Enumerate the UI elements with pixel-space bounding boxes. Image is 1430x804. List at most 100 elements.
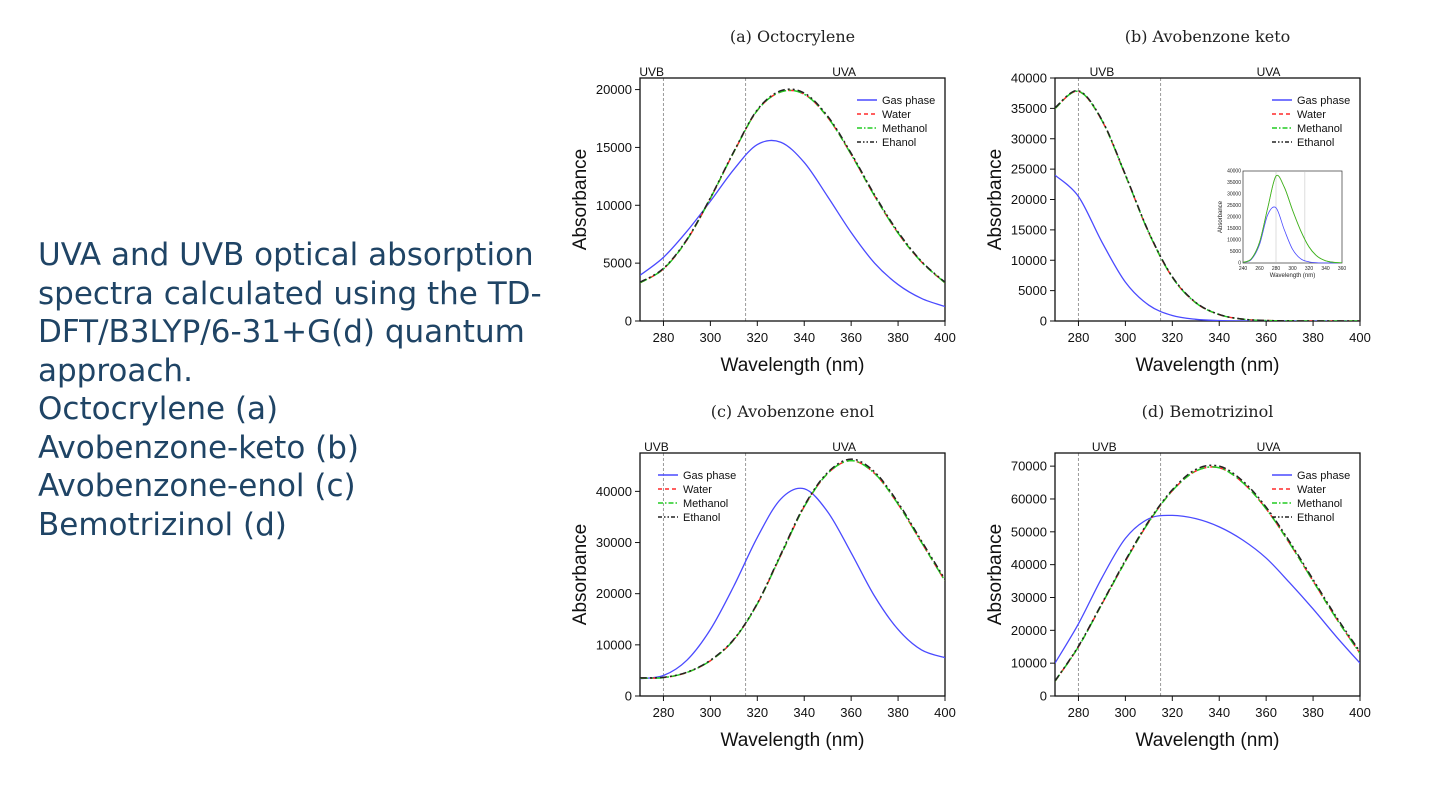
chart-panel-bemotrizinol: (d) Bemotrizinol UVB UVA 280 300 320 340 360 380… [980,395,1400,775]
inset-y-tick-label: 40000 [1227,169,1241,175]
legend-label: Gas phase [683,470,736,482]
chart-svg: (b) Avobenzone keto UVB UVA 280 300 320 340 360… [985,27,1371,376]
inset-x-axis-label: Wavelength (nm) [1270,273,1315,279]
series-line-methanol [1055,90,1360,321]
chart-svg: (a) Octocrylene UVB UVA 280 300 320 340 360 380 4… [570,27,956,376]
inset-series-line [1242,174,1343,264]
y-tick-label: 0 [1040,689,1047,704]
inset-y-tick-label: 0 [1238,261,1241,267]
x-tick-label: 340 [793,705,815,720]
x-tick-label: 360 [1255,705,1277,720]
y-tick-label: 0 [1040,314,1047,329]
caption-line: Avobenzone-keto (b) [38,429,360,466]
inset-series-line [1242,206,1343,264]
series-line-methanol [640,89,945,284]
chart-panel-avobenzone-enol: (c) Avobenzone enol UVB UVA 280 300 320 340 360… [565,395,985,775]
x-tick-label: 360 [1255,330,1277,345]
y-axis-label: Absorbance [570,149,591,250]
x-tick-label: 360 [840,330,862,345]
legend-label: Ethanol [1297,137,1334,149]
y-tick-label: 25000 [1011,162,1047,177]
band-label: UVA [1257,440,1281,454]
caption-line: Octocrylene (a) [38,391,279,427]
y-tick-label: 40000 [596,484,632,499]
caption-line: approach. [38,352,193,389]
x-axis-label: Wavelength (nm) [721,355,865,376]
x-tick-label: 320 [1161,330,1183,345]
x-axis-label: Wavelength (nm) [1136,355,1280,376]
y-tick-label: 10000 [596,198,632,213]
x-tick-label: 300 [700,705,722,720]
x-tick-label: 400 [934,330,956,345]
y-tick-label: 20000 [1011,192,1047,207]
series-group [640,88,945,308]
chart-panel-octocrylene: (a) Octocrylene UVB UVA 280 300 320 340 360 380 4… [565,20,985,400]
series-line-gas-phase [640,487,945,680]
x-tick-label: 380 [1302,330,1324,345]
y-tick-label: 15000 [596,140,632,155]
x-tick-label: 400 [934,705,956,720]
caption-line: Avobenzone-enol (c) [38,468,356,504]
inset-y-axis-label: Absorbance [1218,200,1224,233]
inset-x-tick-label: 340 [1321,266,1330,272]
x-axis-label: Wavelength (nm) [721,730,865,751]
caption-line: spectra calculated using the TD- [38,275,542,312]
y-tick-label: 40000 [1011,71,1047,86]
y-tick-label: 0 [625,689,632,704]
legend-label: Water [882,109,911,121]
x-axis-label: Wavelength (nm) [1136,730,1280,751]
y-tick-label: 10000 [1011,253,1047,268]
plot-frame [639,452,946,697]
x-tick-label: 340 [1208,330,1230,345]
series-line-gas-phase [640,139,945,308]
y-tick-label: 20000 [596,82,632,97]
legend-label: Methanol [1297,498,1342,510]
band-label: UVB [639,65,664,79]
series-line-water [1055,466,1360,682]
y-axis-label: Absorbance [985,524,1006,625]
y-tick-label: 10000 [1011,656,1047,671]
x-tick-label: 380 [887,330,909,345]
x-tick-label: 280 [1068,705,1090,720]
inset-y-tick-label: 20000 [1227,215,1241,221]
x-tick-label: 320 [1161,705,1183,720]
series-group [1055,90,1360,321]
series-line-gas-phase [1055,514,1360,664]
y-axis-label: Absorbance [985,149,1006,250]
series-line-water [640,89,945,284]
inset-x-tick-label: 320 [1305,266,1314,272]
series-line-methanol [1055,466,1360,682]
band-label: UVA [832,440,856,454]
legend-label: Gas phase [1297,95,1350,107]
y-tick-label: 5000 [603,256,632,271]
legend-label: Ehanol [882,137,916,149]
series-group [640,458,945,680]
band-label: UVA [1257,65,1281,79]
y-tick-label: 20000 [596,586,632,601]
legend-label: Ethanol [683,512,720,524]
inset-x-tick-label: 260 [1255,266,1264,272]
x-tick-label: 300 [1115,705,1137,720]
x-tick-label: 300 [700,330,722,345]
y-tick-label: 5000 [1018,283,1047,298]
x-tick-label: 380 [887,705,909,720]
series-line-methanol [640,459,945,679]
series-group [1055,464,1360,682]
caption-line: Bemotrizinol (d) [38,506,287,543]
y-tick-label: 35000 [1011,101,1047,116]
inset-x-tick-label: 240 [1239,266,1248,272]
legend-label: Water [1297,109,1326,121]
y-tick-label: 20000 [1011,623,1047,638]
series-line-ethanol [1055,464,1360,682]
y-tick-label: 0 [625,314,632,329]
y-tick-label: 70000 [1011,459,1047,474]
inset-y-tick-label: 10000 [1227,238,1241,244]
chart-svg: (d) Bemotrizinol UVB UVA 280 300 320 340 360 380… [985,402,1371,751]
series-line-gas-phase [1055,174,1360,321]
inset-y-tick-label: 5000 [1230,249,1241,255]
series-line-water [1055,90,1360,321]
legend-label: Water [683,484,712,496]
band-label: UVB [644,440,669,454]
plot-frame [1054,452,1361,697]
y-tick-label: 30000 [596,535,632,550]
